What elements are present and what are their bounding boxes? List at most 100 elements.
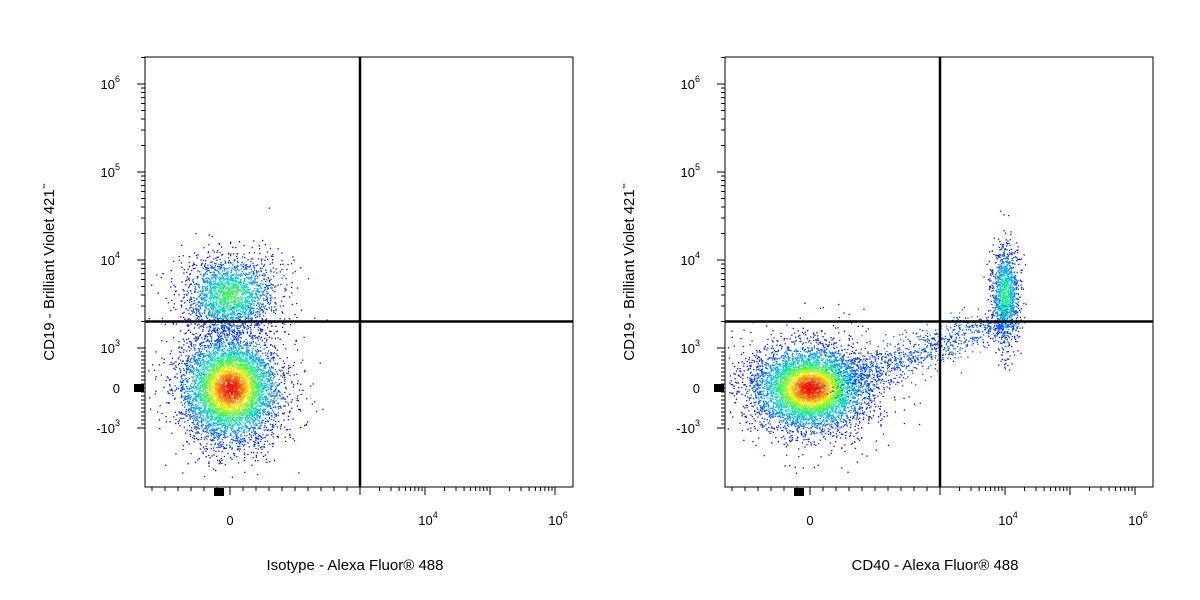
event-dot — [228, 332, 231, 335]
event-dot — [209, 457, 211, 459]
event-dot — [209, 430, 211, 432]
event-dot — [207, 421, 209, 423]
event-dot — [233, 323, 235, 326]
event-dot — [234, 429, 236, 431]
event-dot — [260, 435, 262, 438]
event-dot — [213, 344, 216, 346]
event-dot — [214, 383, 217, 386]
event-dot — [227, 436, 229, 438]
event-dot — [259, 363, 261, 365]
event-dot — [217, 388, 219, 390]
event-dot — [209, 400, 211, 402]
event-dot — [241, 368, 243, 370]
event-dot — [181, 413, 183, 415]
event-dot — [196, 359, 198, 361]
event-dot — [272, 445, 274, 448]
event-dot — [200, 433, 203, 435]
event-dot — [188, 402, 190, 404]
event-dot — [200, 406, 202, 408]
event-dot — [233, 357, 236, 359]
event-dot — [238, 374, 240, 377]
event-dot — [229, 363, 232, 365]
event-dot — [230, 373, 232, 376]
event-dot — [247, 417, 249, 419]
event-dot — [229, 405, 231, 407]
event-dot — [193, 346, 195, 348]
event-dot — [217, 439, 219, 441]
event-dot — [253, 407, 255, 410]
event-dot — [310, 385, 312, 387]
event-dot — [223, 413, 225, 415]
event-dot — [240, 402, 243, 404]
event-dot — [193, 441, 195, 443]
event-dot — [208, 354, 210, 356]
event-dot — [248, 404, 250, 406]
event-dot — [252, 413, 254, 416]
event-dot — [222, 365, 224, 368]
event-dot — [218, 393, 221, 395]
event-dot — [224, 464, 226, 466]
event-dot — [268, 412, 270, 415]
event-dot — [235, 368, 237, 371]
event-dot — [243, 378, 245, 380]
event-dot — [205, 388, 207, 390]
event-dot — [230, 359, 232, 361]
event-dot — [188, 415, 191, 417]
event-dot — [216, 384, 218, 386]
event-dot — [194, 392, 197, 394]
event-dot — [187, 355, 189, 357]
event-dot — [247, 346, 249, 348]
event-dot — [253, 445, 255, 447]
event-dot — [211, 415, 214, 417]
event-dot — [261, 374, 263, 376]
event-dot — [247, 427, 249, 429]
event-dot — [178, 340, 180, 343]
event-dot — [248, 437, 250, 439]
event-dot — [255, 378, 257, 380]
event-dot — [202, 399, 204, 401]
event-dot — [226, 368, 228, 370]
event-dot — [197, 426, 199, 428]
event-dot — [196, 423, 198, 425]
event-dot — [239, 398, 242, 400]
event-dot — [264, 425, 266, 427]
event-dot — [242, 395, 245, 397]
event-dot — [248, 420, 250, 422]
event-dot — [192, 412, 194, 414]
event-dot — [179, 389, 182, 391]
event-dot — [233, 400, 235, 402]
event-dot — [190, 427, 193, 429]
event-dot — [274, 345, 276, 347]
event-dot — [204, 407, 206, 409]
event-dot — [190, 406, 193, 408]
event-dot — [232, 345, 234, 347]
event-dot — [212, 427, 214, 429]
event-dot — [182, 360, 184, 362]
event-dot — [221, 451, 223, 453]
event-dot — [216, 368, 218, 371]
event-dot — [188, 443, 190, 445]
event-dot — [254, 389, 256, 391]
event-dot — [248, 421, 250, 423]
event-dot — [200, 407, 202, 410]
event-dot — [206, 431, 208, 433]
event-dot — [234, 411, 236, 413]
event-dot — [256, 415, 258, 417]
event-dot — [214, 399, 216, 401]
event-dot — [208, 462, 210, 465]
event-dot — [255, 413, 257, 415]
event-dot — [232, 413, 234, 415]
event-dot — [201, 342, 203, 344]
event-dot — [204, 436, 206, 438]
event-dot — [255, 383, 257, 385]
event-dot — [187, 390, 189, 392]
event-dot — [238, 440, 241, 442]
event-dot — [267, 405, 269, 408]
event-dot — [215, 376, 218, 379]
event-dot — [264, 342, 266, 344]
event-dot — [300, 393, 302, 396]
event-dot — [185, 372, 187, 374]
event-dot — [273, 383, 275, 385]
event-dot — [230, 357, 232, 359]
event-dot — [251, 390, 254, 392]
